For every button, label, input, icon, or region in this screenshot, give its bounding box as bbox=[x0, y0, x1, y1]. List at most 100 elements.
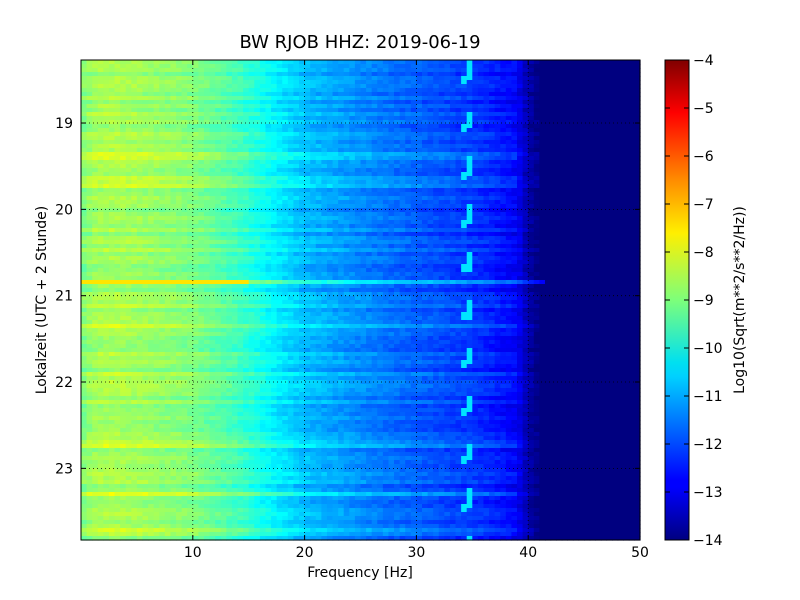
heatmap-cell bbox=[449, 72, 457, 77]
heatmap-cell bbox=[466, 72, 473, 77]
heatmap-cell bbox=[231, 240, 239, 245]
heatmap-cell bbox=[522, 256, 529, 261]
heatmap-cell bbox=[170, 64, 177, 69]
heatmap-cell bbox=[315, 252, 322, 257]
heatmap-cell bbox=[187, 112, 194, 117]
heatmap-cell bbox=[522, 180, 529, 185]
heatmap-cell bbox=[103, 176, 110, 181]
heatmap-cell bbox=[522, 128, 529, 133]
heatmap-cell bbox=[108, 188, 116, 193]
heatmap-cell bbox=[148, 132, 155, 137]
heatmap-cell bbox=[354, 196, 362, 201]
heatmap-cell bbox=[287, 64, 295, 69]
heatmap-cell bbox=[606, 76, 613, 81]
heatmap-cell bbox=[634, 112, 641, 117]
heatmap-cell bbox=[276, 160, 283, 165]
heatmap-cell bbox=[220, 256, 227, 261]
heatmap-cell bbox=[382, 164, 390, 169]
heatmap-cell bbox=[600, 216, 608, 221]
heatmap-cell bbox=[153, 248, 160, 253]
heatmap-cell bbox=[131, 232, 138, 237]
heatmap-cell bbox=[544, 208, 552, 213]
heatmap-cell bbox=[522, 240, 529, 245]
heatmap-cell bbox=[477, 76, 485, 81]
heatmap-cell bbox=[410, 68, 417, 73]
heatmap-cell bbox=[326, 64, 334, 69]
heatmap-cell bbox=[131, 60, 138, 65]
heatmap-cell bbox=[539, 132, 546, 137]
heatmap-cell bbox=[299, 120, 306, 125]
heatmap-cell bbox=[399, 232, 406, 237]
heatmap-cell bbox=[259, 240, 267, 245]
heatmap-cell bbox=[612, 180, 619, 185]
heatmap-cell bbox=[287, 116, 295, 121]
heatmap-cell bbox=[505, 144, 513, 149]
heatmap-cell bbox=[148, 228, 155, 233]
heatmap-cell bbox=[142, 80, 149, 85]
heatmap-cell bbox=[304, 176, 311, 181]
heatmap-cell bbox=[550, 208, 557, 213]
heatmap-cell bbox=[153, 72, 160, 77]
heatmap-cell bbox=[265, 240, 272, 245]
heatmap-cell bbox=[315, 224, 322, 229]
heatmap-cell bbox=[226, 192, 233, 197]
heatmap-cell bbox=[97, 244, 104, 249]
heatmap-cell bbox=[449, 160, 457, 165]
heatmap-cell bbox=[215, 160, 222, 165]
heatmap-cell bbox=[259, 152, 267, 157]
heatmap-cell bbox=[209, 200, 216, 205]
heatmap-cell bbox=[321, 84, 328, 89]
heatmap-cell bbox=[556, 244, 563, 249]
heatmap-cell bbox=[612, 176, 619, 181]
heatmap-cell bbox=[544, 204, 552, 209]
heatmap-cell bbox=[310, 100, 317, 105]
heatmap-cell bbox=[421, 112, 429, 117]
heatmap-cell bbox=[600, 100, 608, 105]
heatmap-cell bbox=[243, 116, 250, 121]
heatmap-cell bbox=[528, 156, 535, 161]
heatmap-cell bbox=[310, 240, 317, 245]
heatmap-cell bbox=[326, 172, 334, 177]
heatmap-cell bbox=[444, 168, 451, 173]
heatmap-cell bbox=[159, 164, 166, 169]
heatmap-cell bbox=[360, 248, 367, 253]
heatmap-cell bbox=[259, 76, 267, 81]
heatmap-cell bbox=[243, 92, 250, 97]
heatmap-cell bbox=[243, 108, 250, 113]
heatmap-cell bbox=[282, 240, 289, 245]
heatmap-cell bbox=[612, 188, 619, 193]
heatmap-cell bbox=[628, 220, 636, 225]
heatmap-cell bbox=[148, 112, 155, 117]
heatmap-cell bbox=[176, 152, 183, 157]
heatmap-cell bbox=[572, 236, 580, 241]
heatmap-cell bbox=[634, 60, 641, 65]
heatmap-cell bbox=[461, 132, 468, 137]
heatmap-cell bbox=[343, 156, 350, 161]
heatmap-cell bbox=[444, 120, 451, 125]
heatmap-cell bbox=[416, 212, 423, 217]
heatmap-cell bbox=[287, 128, 295, 133]
heatmap-cell bbox=[203, 104, 211, 109]
heatmap-cell bbox=[550, 252, 557, 257]
heatmap-cell bbox=[595, 116, 602, 121]
heatmap-cell bbox=[572, 248, 580, 253]
heatmap-cell bbox=[623, 108, 630, 113]
heatmap-cell bbox=[628, 96, 636, 101]
heatmap-cell bbox=[181, 140, 188, 145]
heatmap-cell bbox=[377, 100, 384, 105]
heatmap-cell bbox=[276, 224, 283, 229]
heatmap-cell bbox=[243, 76, 250, 81]
heatmap-cell bbox=[595, 204, 602, 209]
heatmap-cell bbox=[483, 224, 490, 229]
heatmap-cell bbox=[388, 188, 395, 193]
heatmap-cell bbox=[181, 96, 188, 101]
heatmap-cell bbox=[170, 204, 177, 209]
heatmap-cell bbox=[489, 212, 496, 217]
heatmap-cell bbox=[466, 184, 473, 189]
heatmap-cell bbox=[421, 104, 429, 109]
heatmap-cell bbox=[81, 196, 88, 201]
heatmap-cell bbox=[528, 120, 535, 125]
heatmap-cell bbox=[81, 168, 88, 173]
heatmap-cell bbox=[584, 180, 591, 185]
heatmap-cell bbox=[539, 136, 546, 141]
